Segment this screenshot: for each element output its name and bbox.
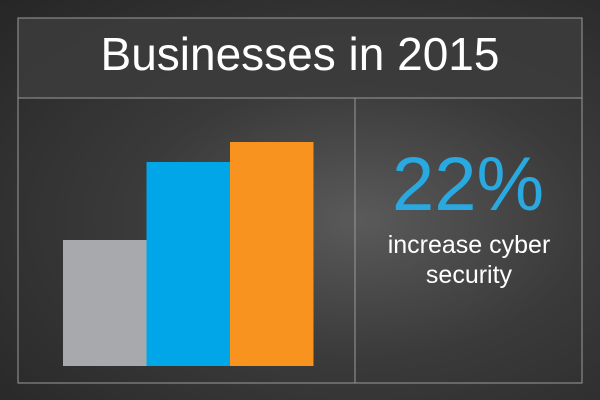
chart-title: Businesses in 2015 <box>101 28 500 80</box>
bar <box>230 142 314 366</box>
title-band <box>18 18 582 98</box>
stat: 22% <box>392 142 544 227</box>
bar <box>63 240 147 366</box>
stat-caption: increase cyber security <box>387 231 551 289</box>
frame <box>17 17 583 384</box>
bar <box>146 162 230 366</box>
